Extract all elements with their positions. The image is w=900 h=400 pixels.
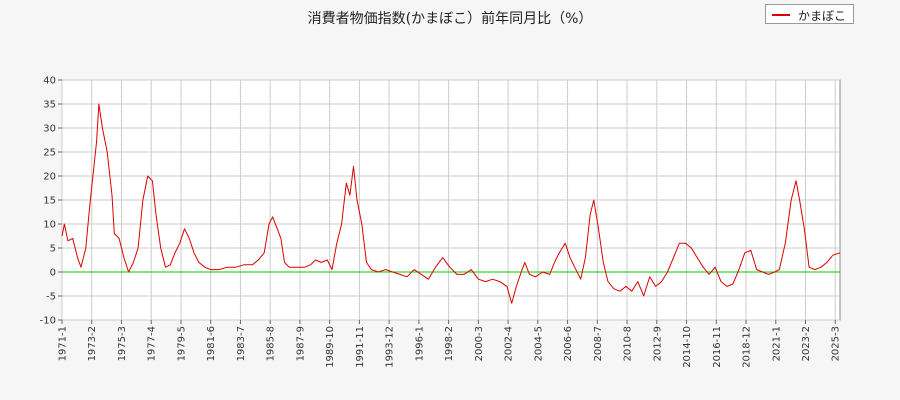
x-tick-label: 2023-2 — [801, 326, 812, 361]
chart-title: 消費者物価指数(かまぼこ）前年同月比（%） — [307, 11, 593, 27]
x-tick-label: 2002-4 — [504, 326, 515, 361]
y-tick-label: 15 — [43, 196, 56, 207]
x-tick-label: 1979-5 — [176, 326, 187, 361]
x-tick-label: 2010-8 — [623, 326, 634, 361]
x-tick-label: 2006-6 — [563, 326, 574, 361]
grid — [61, 79, 840, 321]
x-tick-label: 1977-4 — [147, 326, 158, 361]
y-tick-label: -5 — [46, 292, 56, 303]
legend-label: かまぼこ — [798, 9, 847, 23]
x-tick-label: 2018-12 — [742, 326, 753, 368]
x-tick-label: 1989-10 — [325, 326, 336, 368]
x-tick-label: 1973-2 — [87, 326, 98, 361]
y-tick-label: -10 — [40, 316, 56, 327]
x-tick-label: 1998-2 — [444, 326, 455, 361]
y-tick-label: 35 — [43, 100, 56, 111]
y-tick-label: 20 — [43, 172, 56, 183]
series-line — [61, 103, 841, 304]
x-tick-label: 2000-3 — [474, 326, 485, 361]
x-tick-label: 1991-11 — [355, 326, 366, 368]
x-tick-label: 2004-5 — [533, 326, 544, 361]
x-tick-label: 1975-3 — [117, 326, 128, 361]
x-tick-label: 2021-1 — [771, 326, 782, 361]
y-tick-label: 0 — [50, 268, 56, 279]
x-tick-label: 1996-1 — [414, 326, 425, 361]
x-tick-label: 1981-6 — [206, 326, 217, 361]
x-tick-label: 2008-7 — [593, 326, 604, 361]
x-tick-label: 2025-3 — [831, 326, 842, 361]
y-tick-label: 25 — [43, 148, 56, 159]
legend-swatch — [772, 14, 790, 16]
y-tick-label: 40 — [43, 76, 56, 87]
x-tick-label: 2016-11 — [712, 326, 723, 368]
y-tick-label: 5 — [50, 244, 56, 255]
x-tick-label: 1971-1 — [58, 326, 69, 361]
x-tick-label: 1985-8 — [266, 326, 277, 361]
x-tick-label: 1987-9 — [295, 326, 306, 361]
x-tick-label: 2014-10 — [682, 326, 693, 368]
legend: かまぼこ — [765, 4, 854, 24]
x-tick-label: 1983-7 — [236, 326, 247, 361]
x-tick-label: 1993-12 — [385, 326, 396, 368]
series-layer — [61, 103, 841, 304]
x-tick-label: 2012-9 — [652, 326, 663, 361]
y-tick-label: 10 — [43, 220, 56, 231]
y-tick-label: 30 — [43, 124, 56, 135]
